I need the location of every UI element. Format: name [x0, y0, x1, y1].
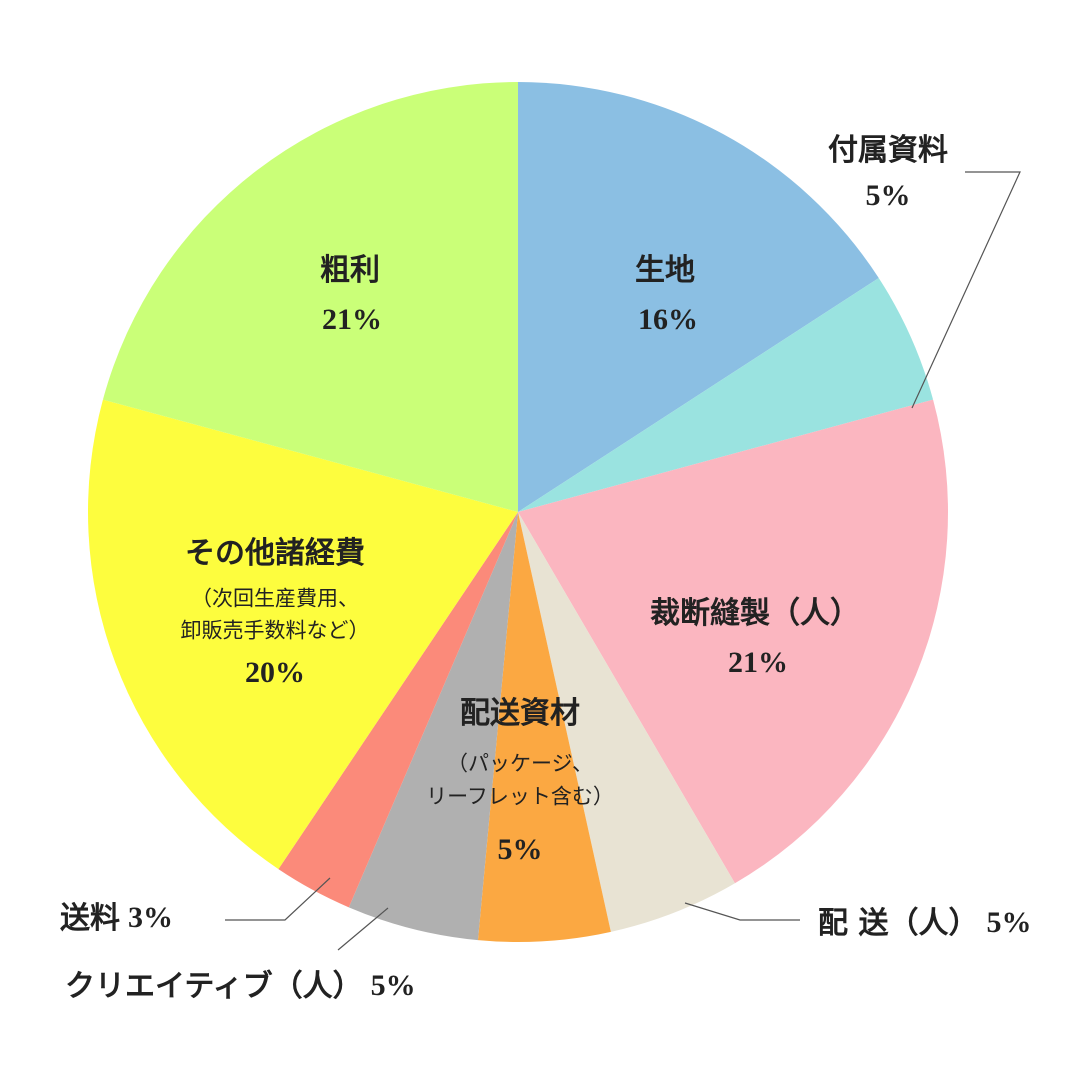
slice-name: 送料	[60, 901, 120, 936]
slice-value: 5%	[371, 969, 416, 1002]
pie	[87, 82, 948, 942]
slice-value: 5%	[866, 179, 911, 212]
slice-label: 送料 3%	[60, 901, 173, 936]
pie-slice	[477, 512, 611, 942]
slice-name: 粗利	[320, 253, 380, 288]
slice-label: 配 送（人） 5%	[818, 906, 1031, 941]
slice-label: クリエイティブ（人） 5%	[65, 969, 416, 1004]
slice-value: 5%	[986, 906, 1031, 939]
slice-note: リーフレット含む）	[426, 785, 614, 809]
leader-line	[337, 907, 389, 951]
pie-slice	[518, 512, 735, 932]
leader-line	[911, 171, 1021, 409]
slice-note: （次回生産費用、	[191, 587, 359, 611]
slice-value: 16%	[638, 303, 698, 336]
slice-name: クリエイティブ（人）	[65, 969, 363, 1004]
slice-note: （パッケージ、	[447, 752, 593, 776]
slice-value: 20%	[245, 656, 305, 689]
slice-value: 3%	[128, 901, 173, 934]
pie-slice	[87, 399, 518, 870]
pie-slice	[518, 277, 934, 512]
leader-line	[225, 877, 331, 921]
slice-name: 配 送（人）	[818, 906, 978, 941]
pie-slice	[102, 82, 518, 512]
pie-slice	[348, 512, 518, 941]
slice-name: 配送資材	[460, 696, 580, 731]
leader-line	[684, 902, 800, 921]
slice-value: 21%	[728, 646, 788, 679]
slice-name: 付属資料	[828, 133, 948, 168]
slice-name: 生地	[635, 253, 695, 288]
slice-value: 5%	[498, 833, 543, 866]
slice-note: 卸販売手数料など）	[181, 619, 370, 643]
pie-slice	[278, 512, 518, 908]
slice-name: 裁断縫製（人）	[650, 596, 860, 631]
slice-name: その他諸経費	[185, 536, 365, 571]
pie-slice	[518, 399, 948, 884]
pie-slice	[518, 82, 879, 512]
slice-value: 21%	[322, 303, 382, 336]
leader-lines	[225, 171, 1021, 951]
